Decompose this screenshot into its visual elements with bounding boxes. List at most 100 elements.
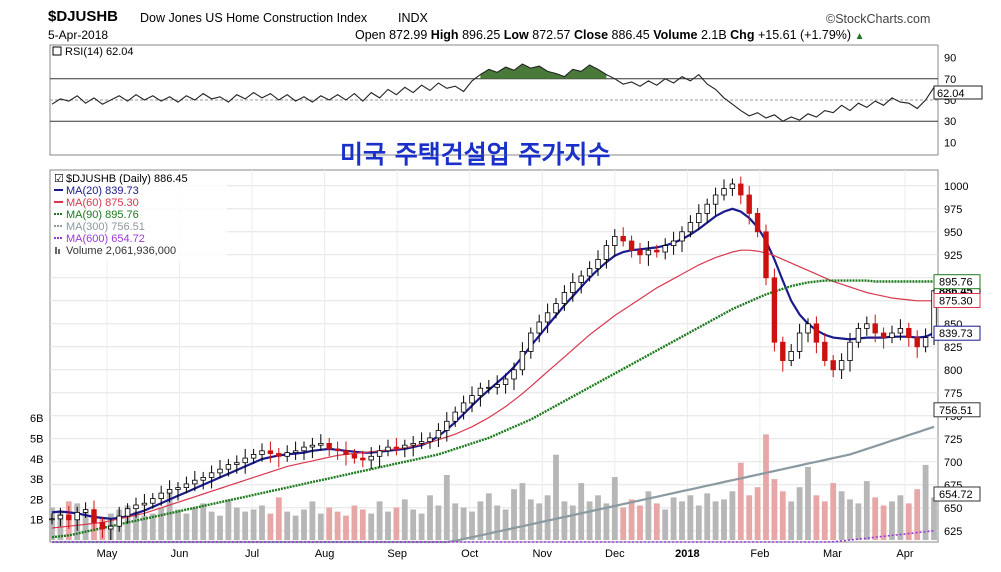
volume-bar xyxy=(771,479,778,540)
volume-bar xyxy=(368,513,375,540)
candle-body xyxy=(267,450,274,454)
candle-body xyxy=(217,468,223,474)
candle-body xyxy=(444,420,450,431)
volume-bar xyxy=(443,475,450,540)
price-candles xyxy=(49,176,937,540)
rsi-tick-label: 30 xyxy=(944,116,956,128)
last-tag-ma600: 654.72 xyxy=(933,486,981,502)
candle-body xyxy=(410,442,416,446)
candle-body xyxy=(360,457,366,461)
volume-bar xyxy=(494,505,501,540)
volume-bar xyxy=(527,499,534,540)
open-value: 872.99 xyxy=(389,28,428,42)
volume-bar xyxy=(889,501,895,540)
candle-body xyxy=(822,341,828,362)
legend-background xyxy=(52,172,227,262)
price-tick-label: 625 xyxy=(944,526,962,538)
rsi-last-label: 62.04 xyxy=(937,88,965,100)
volume-bar xyxy=(309,501,316,540)
chart-index-name: Dow Jones US Home Construction Index xyxy=(140,11,368,25)
rsi-line xyxy=(51,63,935,122)
candle-body xyxy=(796,332,803,352)
x-tick-label: 2018 xyxy=(675,548,699,560)
volume-bar xyxy=(637,505,643,540)
price-tick-label: 775 xyxy=(944,388,962,400)
candle-body xyxy=(183,483,190,488)
chg-label: Chg xyxy=(730,28,755,42)
volume-bar xyxy=(519,483,526,540)
candle-body xyxy=(292,450,299,453)
volume-bar xyxy=(133,511,139,540)
volume-bar xyxy=(821,501,828,540)
volume-bar xyxy=(469,511,475,540)
last-tag-box xyxy=(933,325,981,341)
volume-bar xyxy=(695,505,702,540)
price-tick-label: 725 xyxy=(944,434,962,446)
candle-body xyxy=(771,277,778,343)
volume-bar xyxy=(275,497,282,540)
volume-bar xyxy=(931,497,937,540)
volume-tick-label: 1B xyxy=(30,515,43,527)
candle-body xyxy=(897,327,904,334)
volume-bar xyxy=(611,477,618,540)
candle-body xyxy=(435,430,442,439)
candle-body xyxy=(612,235,618,246)
price-tick-label: 700 xyxy=(944,457,962,469)
volume-bar xyxy=(872,497,879,540)
candle-body xyxy=(687,222,694,233)
candle-body xyxy=(721,188,727,196)
last-tag-box xyxy=(933,486,981,502)
volume-bar xyxy=(746,495,753,540)
price-tick-label: 800 xyxy=(944,365,962,377)
volume-tick-label: 4B xyxy=(30,454,43,466)
candle-body xyxy=(519,350,526,371)
candle-body xyxy=(922,337,929,348)
volume-bar xyxy=(351,505,358,540)
candle-body xyxy=(754,212,761,233)
volume-bar xyxy=(284,511,291,540)
candle-body xyxy=(889,332,895,338)
candle-body xyxy=(838,360,845,371)
candle-body xyxy=(259,450,265,455)
volume-bar xyxy=(149,513,156,540)
candle-body xyxy=(158,492,164,500)
candle-body xyxy=(494,384,500,388)
candle-body xyxy=(368,455,374,461)
volume-bar xyxy=(788,501,795,540)
volume-bar xyxy=(595,495,601,540)
high-value: 896.25 xyxy=(462,28,501,42)
candle-body xyxy=(586,268,593,277)
candle-body xyxy=(595,258,601,269)
x-tick-label: May xyxy=(97,548,118,560)
candle-body xyxy=(553,303,559,314)
volume-bar xyxy=(511,489,517,540)
x-tick-label: Aug xyxy=(315,548,335,560)
last-tag-label: 895.76 xyxy=(939,277,973,289)
volume-bar xyxy=(267,513,274,540)
volume-bar xyxy=(838,491,845,540)
rsi-tick-label: 10 xyxy=(944,137,956,149)
last-tag-box xyxy=(933,402,981,418)
candle-body xyxy=(74,512,80,521)
candle-body xyxy=(452,411,458,422)
candle-body xyxy=(511,369,517,380)
volume-bar xyxy=(452,503,459,540)
candle-body xyxy=(460,402,467,413)
volume-label: Volume xyxy=(653,28,698,42)
candle-body xyxy=(334,448,341,452)
volume-bar xyxy=(166,491,173,540)
candle-body xyxy=(662,245,668,253)
candle-body xyxy=(351,453,358,459)
volume-y-axis: 6B 5B 4B 3B 2B 1B xyxy=(30,413,43,527)
candle-body xyxy=(418,441,425,444)
rsi-legend-swatch xyxy=(52,46,62,56)
volume-bar xyxy=(334,511,341,540)
volume-bar xyxy=(628,499,635,540)
candle-body xyxy=(544,312,551,323)
volume-bar xyxy=(485,493,492,540)
close-value: 886.45 xyxy=(611,28,650,42)
volume-bar xyxy=(704,493,711,540)
chg-value: +15.61 (+1.79%) xyxy=(757,28,852,42)
volume-bar xyxy=(250,509,257,540)
candle-body xyxy=(704,203,710,214)
